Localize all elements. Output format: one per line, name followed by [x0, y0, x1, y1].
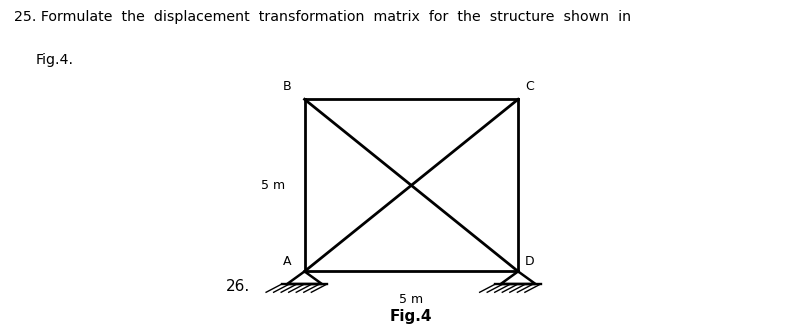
- Text: B: B: [283, 80, 291, 93]
- Text: 26.: 26.: [225, 279, 250, 294]
- Text: C: C: [525, 80, 535, 93]
- Text: 5 m: 5 m: [399, 293, 423, 306]
- Text: Fig.4: Fig.4: [390, 308, 433, 324]
- Text: 25. Formulate  the  displacement  transformation  matrix  for  the  structure  s: 25. Formulate the displacement transform…: [14, 10, 631, 24]
- Text: Fig.4.: Fig.4.: [36, 53, 74, 67]
- Text: A: A: [283, 255, 291, 268]
- Text: 5 m: 5 m: [261, 179, 285, 192]
- Text: D: D: [525, 255, 535, 268]
